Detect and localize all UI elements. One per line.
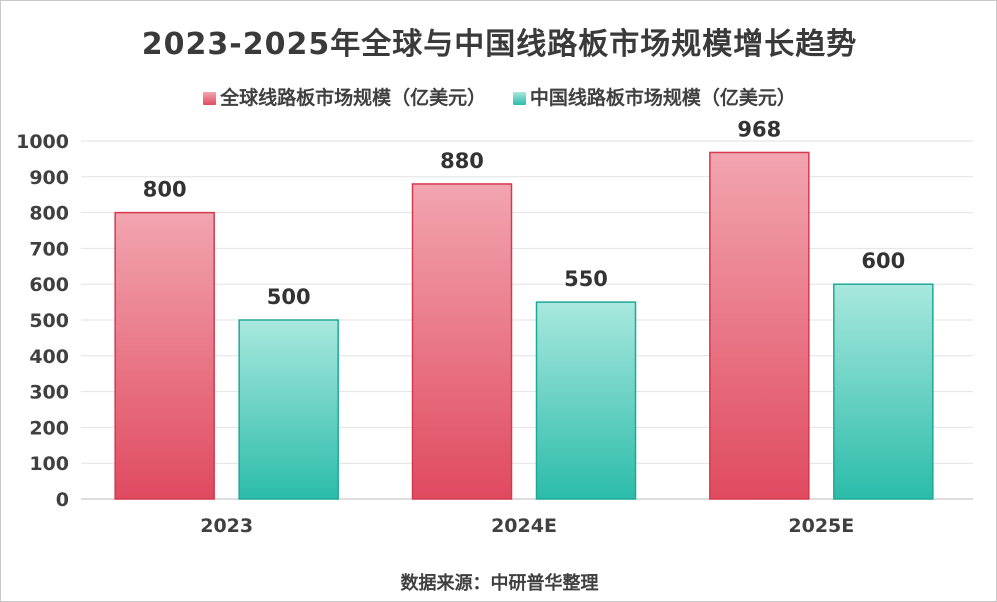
bar-global-2025E xyxy=(709,151,810,500)
y-tick-label: 500 xyxy=(29,310,69,332)
x-tick-label: 2023 xyxy=(200,515,253,537)
y-tick-label: 1000 xyxy=(16,131,69,153)
bar-global-2023 xyxy=(114,211,215,500)
data-label: 550 xyxy=(564,267,608,291)
chart-title: 2023-2025年全球与中国线路板市场规模增长趋势 xyxy=(141,27,858,62)
x-tick-label: 2024E xyxy=(491,515,557,537)
legend-item-china: 中国线路板市场规模（亿美元） xyxy=(512,83,796,110)
data-label: 880 xyxy=(440,149,484,173)
legend-label-global: 全球线路板市场规模（亿美元） xyxy=(220,87,487,109)
bar-china-2024E xyxy=(535,301,637,500)
bar-china-2025E xyxy=(833,283,934,500)
y-tick-label: 0 xyxy=(56,489,69,511)
source-note: 数据来源：中研普华整理 xyxy=(400,573,599,594)
legend-label-china: 中国线路板市场规模（亿美元） xyxy=(529,87,796,109)
y-tick-label: 800 xyxy=(29,203,69,225)
x-tick-label: 2025E xyxy=(788,515,854,537)
data-label: 968 xyxy=(737,117,781,141)
legend-swatch-china xyxy=(512,92,526,105)
legend-item-global: 全球线路板市场规模（亿美元） xyxy=(203,83,486,110)
data-label: 500 xyxy=(267,285,311,309)
data-label: 600 xyxy=(861,249,905,273)
y-tick-label: 200 xyxy=(29,417,69,439)
y-tick-label: 400 xyxy=(29,346,69,368)
y-tick-label: 100 xyxy=(29,453,69,475)
y-tick-label: 700 xyxy=(29,238,69,260)
y-tick-label: 900 xyxy=(29,167,69,189)
y-tick-label: 600 xyxy=(29,274,69,296)
bar-china-2023 xyxy=(238,319,339,500)
y-tick-label: 300 xyxy=(29,382,69,404)
legend-swatch-global xyxy=(203,92,217,105)
bar-global-2024E xyxy=(411,183,513,500)
data-label: 800 xyxy=(143,178,187,202)
legend: 全球线路板市场规模（亿美元） 中国线路板市场规模（亿美元） xyxy=(1,83,997,110)
